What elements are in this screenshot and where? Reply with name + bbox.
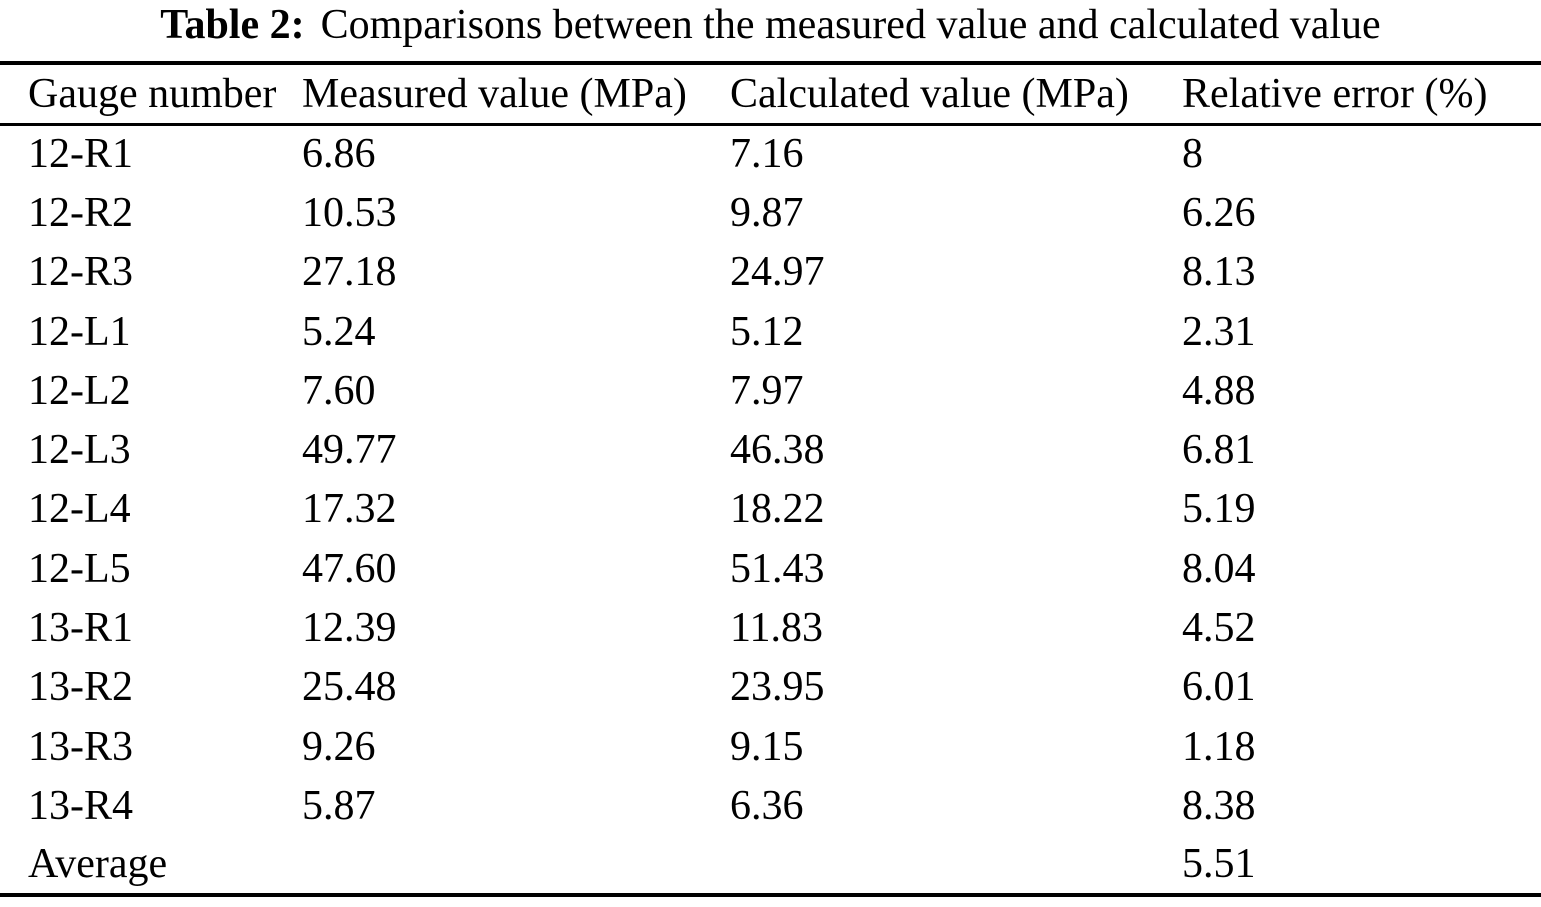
table-caption-label: Table 2: xyxy=(160,2,305,48)
table-row: 13-R3 9.26 9.15 1.18 xyxy=(0,717,1541,776)
table-cell xyxy=(302,836,730,895)
table-cell: 6.81 xyxy=(1182,427,1256,474)
table-cell: 12-L2 xyxy=(28,367,131,414)
table-cell: 12-R3 xyxy=(28,249,133,296)
table-cell: 9.26 xyxy=(302,723,376,770)
table-cell: 11.83 xyxy=(730,605,823,652)
table-cell: 18.22 xyxy=(730,486,825,533)
table-cell: 2.31 xyxy=(1182,308,1256,355)
table-caption-text: Comparisons between the measured value a… xyxy=(320,2,1381,48)
table-cell: 12-L5 xyxy=(28,545,131,592)
table-cell: 47.60 xyxy=(302,545,397,592)
table-row: 12-R2 10.53 9.87 6.26 xyxy=(0,183,1541,242)
table-row: 12-L1 5.24 5.12 2.31 xyxy=(0,302,1541,361)
table-cell: 6.01 xyxy=(1182,664,1256,711)
table-row: 13-R2 25.48 23.95 6.01 xyxy=(0,658,1541,717)
table-cell: 23.95 xyxy=(730,664,825,711)
table-cell: 6.86 xyxy=(302,131,376,178)
table-body: 12-R1 6.86 7.16 8 12-R2 10.53 9.87 6.26 12-R3 27.… xyxy=(0,124,1541,895)
table-row: 12-L2 7.60 7.97 4.88 xyxy=(0,361,1541,420)
table-cell: 5.12 xyxy=(730,308,804,355)
table-cell: 10.53 xyxy=(302,189,397,236)
table-row: 12-L3 49.77 46.38 6.81 xyxy=(0,420,1541,479)
column-header: Calculated value (MPa) xyxy=(730,70,1129,117)
table-cell: 5.51 xyxy=(1182,841,1256,888)
table-row: 12-R1 6.86 7.16 8 xyxy=(0,124,1541,183)
table-cell: Average xyxy=(28,841,168,888)
table-cell: 13-R1 xyxy=(28,605,133,652)
table-cell: 12-R2 xyxy=(28,189,133,236)
table-cell xyxy=(730,836,1182,895)
table-row: 12-R3 27.18 24.97 8.13 xyxy=(0,243,1541,302)
table-cell: 8.38 xyxy=(1182,782,1256,829)
table-cell: 12-L3 xyxy=(28,427,131,474)
table-row: 13-R1 12.39 11.83 4.52 xyxy=(0,598,1541,657)
column-header: Gauge number xyxy=(28,70,277,117)
table-cell: 4.52 xyxy=(1182,605,1256,652)
table-cell: 7.16 xyxy=(730,131,804,178)
table-cell: 49.77 xyxy=(302,427,397,474)
table-cell: 7.60 xyxy=(302,367,376,414)
table-cell: 5.87 xyxy=(302,782,376,829)
table-cell: 8 xyxy=(1182,131,1203,178)
table-cell: 6.26 xyxy=(1182,189,1256,236)
table-row: 12-L5 47.60 51.43 8.04 xyxy=(0,539,1541,598)
table-cell: 12-L1 xyxy=(28,308,131,355)
table-cell: 51.43 xyxy=(730,545,825,592)
table-cell: 5.19 xyxy=(1182,486,1256,533)
table-cell: 13-R3 xyxy=(28,723,133,770)
table-cell: 8.13 xyxy=(1182,249,1256,296)
table-cell: 7.97 xyxy=(730,367,804,414)
table-cell: 12-L4 xyxy=(28,486,131,533)
table-cell: 12.39 xyxy=(302,605,397,652)
column-header: Relative error (%) xyxy=(1182,70,1488,117)
table-row: 13-R4 5.87 6.36 8.38 xyxy=(0,776,1541,835)
table-cell: 46.38 xyxy=(730,427,825,474)
table-cell: 1.18 xyxy=(1182,723,1256,770)
column-header: Measured value (MPa) xyxy=(302,70,687,117)
table-cell: 25.48 xyxy=(302,664,397,711)
table-row: Average 5.51 xyxy=(0,836,1541,895)
table-cell: 9.87 xyxy=(730,189,804,236)
table-cell: 4.88 xyxy=(1182,367,1256,414)
table-header-row: Gauge number Measured value (MPa) Calculat… xyxy=(0,63,1541,124)
table-cell: 24.97 xyxy=(730,249,825,296)
table-caption: Table 2: Comparisons between the measure… xyxy=(0,0,1541,61)
table-cell: 12-R1 xyxy=(28,131,133,178)
table-cell: 8.04 xyxy=(1182,545,1256,592)
table-row: 12-L4 17.32 18.22 5.19 xyxy=(0,480,1541,539)
table-cell: 17.32 xyxy=(302,486,397,533)
table-cell: 13-R2 xyxy=(28,664,133,711)
table-cell: 6.36 xyxy=(730,782,804,829)
table-cell: 5.24 xyxy=(302,308,376,355)
table-cell: 9.15 xyxy=(730,723,804,770)
table-cell: 27.18 xyxy=(302,249,397,296)
table-cell: 13-R4 xyxy=(28,782,133,829)
comparison-table: Gauge number Measured value (MPa) Calculat… xyxy=(0,61,1541,897)
